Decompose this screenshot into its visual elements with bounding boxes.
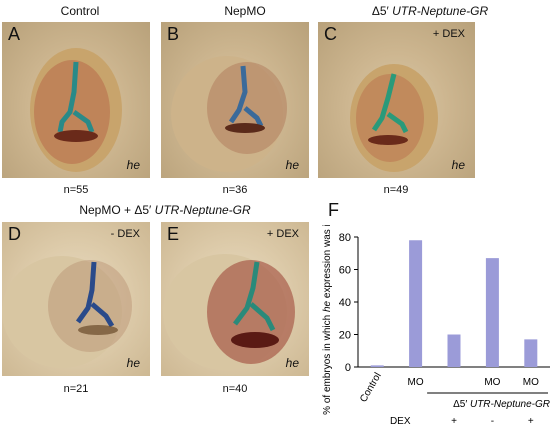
embryo-c-image xyxy=(350,64,438,172)
n-label-c: n=49 xyxy=(383,184,409,196)
construct-label: Δ5′ UTR-Neptune-GR xyxy=(453,399,550,410)
embryo-b-image xyxy=(171,56,287,172)
chart-f: 0 20 40 60 80 % of embryos in which he expres… xyxy=(318,189,558,435)
dex-value: + xyxy=(528,416,534,427)
panel-gene-d: he xyxy=(126,356,140,370)
title-control: Control xyxy=(60,4,100,18)
panel-letter-f: F xyxy=(328,200,339,220)
panel-letter-b: B xyxy=(167,24,180,44)
bar-chart: 0 20 40 60 80 % of embryos in which he expres… xyxy=(322,189,550,427)
panel-gene-c: he xyxy=(451,158,465,172)
n-label-a: n=55 xyxy=(63,184,89,196)
row2-title-construct: UTR-Neptune-GR xyxy=(151,203,251,217)
panel-letter-e: E xyxy=(167,224,180,244)
panel-b: B he xyxy=(161,22,309,178)
panel-dex-d: - DEX xyxy=(110,228,140,240)
y-axis-label-part: he xyxy=(322,300,333,312)
y-tick-label: 0 xyxy=(345,362,351,374)
dex-value: + xyxy=(451,416,457,427)
panel-d: D - DEX he xyxy=(2,222,150,376)
dex-value: - xyxy=(491,416,494,427)
panel-a: A he xyxy=(2,22,150,178)
y-tick-label: 80 xyxy=(339,232,351,244)
panel-dex-c: + DEX xyxy=(432,28,465,40)
title-construct-delta: Δ5′ xyxy=(371,4,389,18)
category-label: MO xyxy=(523,377,539,388)
y-axis-label-part: expression was inhibited xyxy=(322,225,333,301)
n-label-d: n=21 xyxy=(63,383,89,395)
embryo-a-image xyxy=(30,48,122,172)
title-nepmo: NepMO xyxy=(224,4,266,18)
panel-dex-e: + DEX xyxy=(266,228,299,240)
category-label: MO xyxy=(408,377,424,388)
y-tick-label: 60 xyxy=(339,265,351,277)
row2-title-prefix: NepMO + xyxy=(79,203,135,217)
panel-e: E + DEX he xyxy=(161,222,309,376)
construct-label-delta: Δ5′ xyxy=(453,399,467,410)
panel-gene-e: he xyxy=(285,356,299,370)
row2-title-delta: Δ5′ xyxy=(134,203,152,217)
bar xyxy=(485,258,499,367)
row2-title: NepMO + Δ5′ UTR-Neptune-GR xyxy=(20,203,310,217)
y-axis-label-part: % of embryos in which xyxy=(322,312,333,415)
panel-letter-c: C xyxy=(324,24,337,44)
dex-label: DEX xyxy=(390,416,411,427)
bar xyxy=(409,240,423,367)
y-tick-label: 20 xyxy=(339,330,351,342)
bar xyxy=(524,339,538,367)
bar xyxy=(370,365,384,367)
embryo-d-image xyxy=(2,256,132,368)
panel-gene-b: he xyxy=(285,158,299,172)
y-axis-label: % of embryos in which he expression was … xyxy=(322,225,333,415)
title-construct: Δ5′ UTR-Neptune-GR xyxy=(330,4,530,18)
category-label: Control xyxy=(358,371,384,404)
n-label-b: n=36 xyxy=(222,184,248,196)
embryo-e-image xyxy=(163,254,295,370)
n-label-e: n=40 xyxy=(222,383,248,395)
panel-c: C + DEX he xyxy=(318,22,475,178)
title-construct-name: UTR-Neptune-GR xyxy=(392,4,489,18)
y-tick-label: 40 xyxy=(339,297,351,309)
panel-letter-a: A xyxy=(8,24,21,44)
category-label: MO xyxy=(484,377,500,388)
construct-label-name: UTR-Neptune-GR xyxy=(467,399,550,410)
bar xyxy=(447,334,461,367)
panel-letter-d: D xyxy=(8,224,21,244)
panel-gene-a: he xyxy=(126,158,140,172)
